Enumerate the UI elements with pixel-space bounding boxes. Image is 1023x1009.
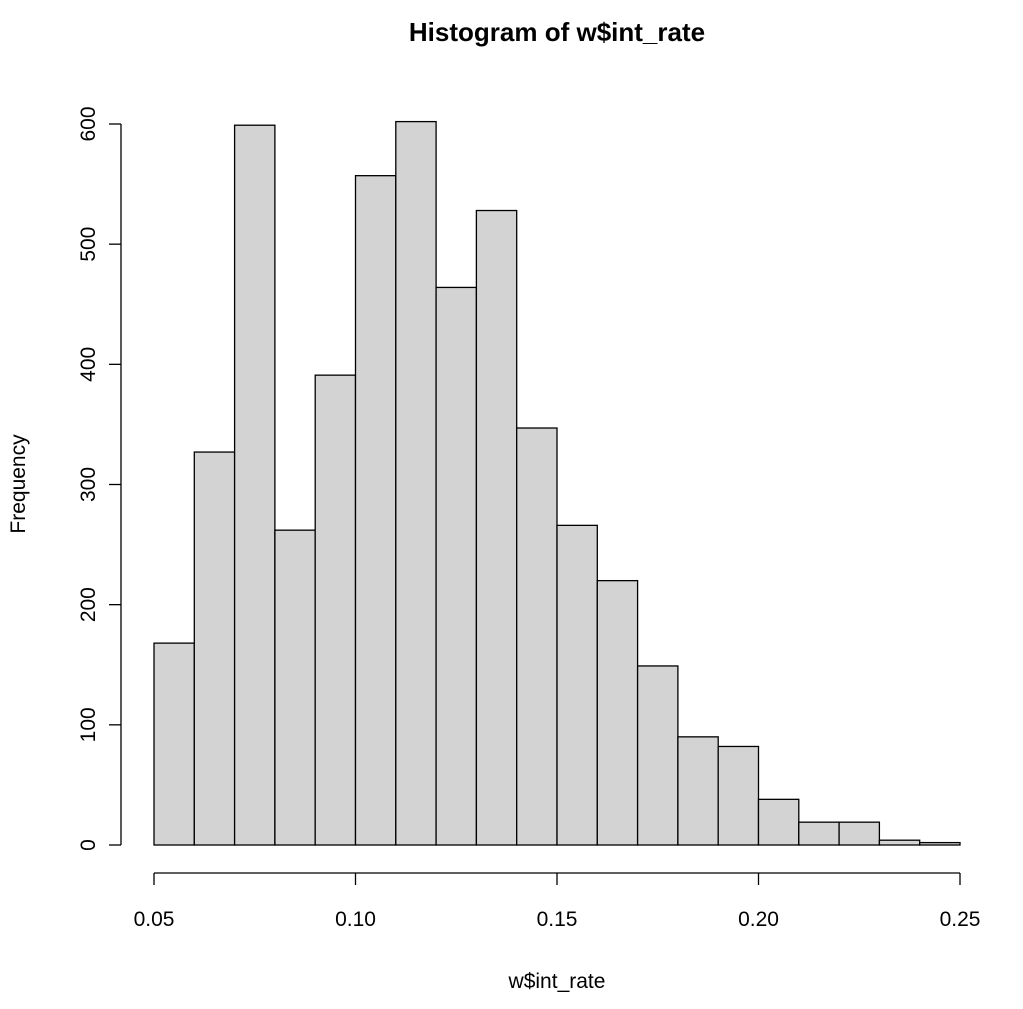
chart-title: Histogram of w$int_rate <box>409 17 705 47</box>
x-axis: 0.05 0.10 0.15 0.20 0.25 <box>134 872 981 931</box>
histogram-bar <box>677 736 719 846</box>
histogram-bar <box>274 529 316 846</box>
x-tick-label: 0.25 <box>940 908 981 931</box>
histogram-bar <box>193 451 236 846</box>
histogram-bar <box>153 642 195 846</box>
x-tick-label: 0.15 <box>537 908 578 931</box>
histogram-bar <box>233 124 276 846</box>
y-tick-label: 300 <box>77 467 100 502</box>
histogram-bar <box>475 209 518 846</box>
histogram-bar <box>354 175 397 846</box>
x-tick-label: 0.20 <box>738 908 779 931</box>
histogram-bar <box>757 798 800 846</box>
y-tick-label: 0 <box>77 839 100 851</box>
histogram-bar <box>596 579 639 846</box>
x-tick-label: 0.10 <box>335 908 376 931</box>
histogram-bar <box>636 665 679 846</box>
histogram-bar <box>516 427 558 846</box>
histogram-bar <box>878 839 921 846</box>
y-tick-label: 100 <box>77 707 100 742</box>
y-tick-label: 600 <box>77 106 100 141</box>
histogram-bar <box>919 841 961 846</box>
y-axis-label: Frequency <box>7 434 30 534</box>
histogram-bar <box>717 745 760 846</box>
histogram-bar <box>435 286 478 846</box>
histogram-bar <box>798 821 840 846</box>
y-tick-label: 200 <box>77 587 100 622</box>
x-tick-label: 0.05 <box>134 908 175 931</box>
y-tick-label: 500 <box>77 227 100 262</box>
histogram-bar <box>314 374 357 846</box>
y-axis: 0 100 200 300 400 500 600 <box>77 106 122 851</box>
y-tick-label: 400 <box>77 347 100 382</box>
bars-group <box>153 120 961 846</box>
histogram-bar <box>838 821 881 846</box>
x-axis-label: w$int_rate <box>508 970 606 993</box>
histogram-bar <box>395 120 437 846</box>
histogram-bar <box>556 524 598 846</box>
